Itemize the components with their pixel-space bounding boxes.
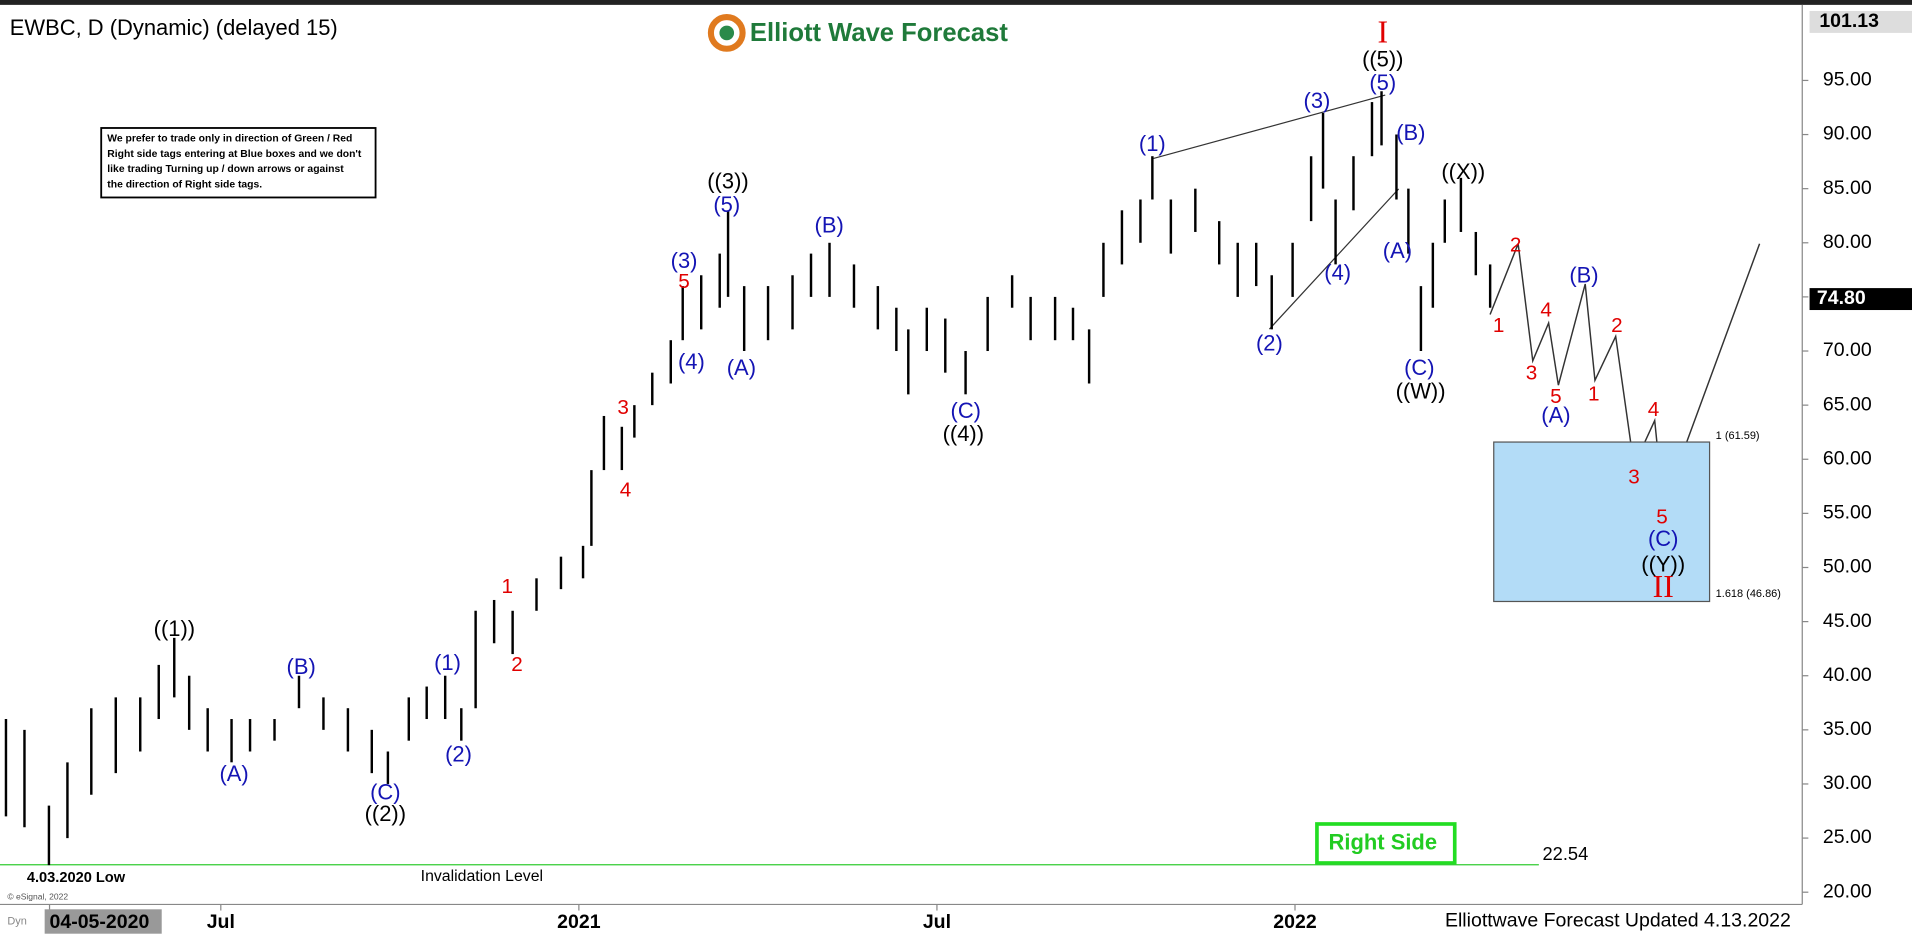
y-tick-label: 35.00 bbox=[1823, 718, 1872, 740]
box-label: 1 (61.59) bbox=[1716, 430, 1760, 442]
chart-title: EWBC, D (Dynamic) (delayed 15) bbox=[10, 15, 338, 40]
y-tick-label: 45.00 bbox=[1823, 610, 1872, 632]
wave-label: (2) bbox=[445, 742, 472, 767]
wave-label: (C) bbox=[1404, 355, 1434, 380]
wave-label: (1) bbox=[434, 650, 461, 675]
note-line: We prefer to trade only in direction of … bbox=[107, 134, 352, 145]
y-tick-label: 40.00 bbox=[1823, 664, 1872, 686]
wave-label: (5) bbox=[1369, 70, 1396, 95]
wave-label: (B) bbox=[1396, 120, 1425, 145]
wave-label: (5) bbox=[713, 192, 740, 217]
logo-icon bbox=[707, 14, 746, 52]
y-tick-label: 70.00 bbox=[1823, 339, 1872, 361]
trendline bbox=[1268, 188, 1400, 330]
wave-label: (3) bbox=[1304, 88, 1331, 113]
x-tick-label: Jul bbox=[207, 911, 235, 933]
wave-label: ((Y)) bbox=[1641, 551, 1685, 576]
invalidation-text: Invalidation Level bbox=[421, 868, 543, 885]
wave-label: (3) bbox=[671, 248, 698, 273]
wave-label: 1 bbox=[1588, 382, 1600, 405]
note-line: the direction of Right side tags. bbox=[107, 179, 262, 190]
y-tick-label: 95.00 bbox=[1823, 69, 1872, 91]
last-price: 74.80 bbox=[1817, 287, 1866, 309]
invalidation-value: 22.54 bbox=[1543, 843, 1589, 864]
note: We prefer to trade only in direction of … bbox=[107, 134, 362, 191]
wave-label: (A) bbox=[727, 355, 756, 380]
y-tick-label: 50.00 bbox=[1823, 556, 1872, 578]
y-tick-label: 85.00 bbox=[1823, 177, 1872, 199]
wave-label: ((5)) bbox=[1362, 47, 1403, 72]
logo-text: Elliott Wave Forecast bbox=[750, 19, 1008, 47]
x-tick-label: 04-05-2020 bbox=[50, 911, 150, 933]
wave-label: 4 bbox=[1540, 298, 1552, 321]
wave-label: 3 bbox=[617, 396, 629, 419]
y-tick-label: 25.00 bbox=[1823, 826, 1872, 848]
right-side-text: Right Side bbox=[1329, 829, 1437, 854]
wave-label: ((1)) bbox=[154, 616, 195, 641]
blue-box bbox=[1493, 441, 1711, 603]
copyright: © eSignal, 2022 bbox=[7, 891, 68, 901]
y-tick-label: 80.00 bbox=[1823, 231, 1872, 253]
x-tick-label: Jul bbox=[923, 911, 951, 933]
wave-label: (2) bbox=[1256, 331, 1283, 356]
high-marker-box bbox=[1809, 10, 1912, 33]
wave-label: (4) bbox=[1324, 260, 1351, 285]
wave-label: II bbox=[1653, 569, 1674, 604]
wave-label: (4) bbox=[678, 349, 705, 374]
x-tick-label: 2021 bbox=[557, 911, 601, 933]
wave-label: 5 bbox=[1550, 385, 1562, 408]
high-marker: 101.13 bbox=[1819, 10, 1879, 32]
box-label: 1.618 (46.86) bbox=[1716, 588, 1781, 600]
wave-label: 3 bbox=[1628, 465, 1640, 488]
last-price-box bbox=[1809, 288, 1912, 311]
note-line: like trading Turning up / down arrows or… bbox=[107, 164, 344, 175]
wave-label: (B) bbox=[287, 654, 316, 679]
x-tick-highlight bbox=[44, 909, 162, 934]
y-tick-label: 60.00 bbox=[1823, 447, 1872, 469]
wave-label: (1) bbox=[1139, 131, 1166, 156]
footer: Elliottwave Forecast Updated 4.13.2022 bbox=[1445, 910, 1791, 932]
x-tick-label: 2022 bbox=[1273, 911, 1317, 933]
right-side-tag bbox=[1315, 822, 1457, 865]
wave-label: ((4)) bbox=[943, 421, 984, 446]
y-tick-label: 65.00 bbox=[1823, 393, 1872, 415]
trendline bbox=[1153, 94, 1386, 160]
y-tick-label: 55.00 bbox=[1823, 502, 1872, 524]
wave-label: 4 bbox=[620, 479, 632, 502]
wave-label: 5 bbox=[1656, 506, 1668, 529]
wave-label: 3 bbox=[1526, 362, 1538, 385]
wave-label: 1 bbox=[501, 575, 513, 598]
wave-label: (A) bbox=[1541, 403, 1570, 428]
top-bar bbox=[0, 0, 1912, 5]
wave-label: ((W)) bbox=[1396, 378, 1446, 403]
wave-label: (A) bbox=[1383, 238, 1412, 263]
wave-label: 2 bbox=[1510, 234, 1522, 257]
wave-label: (C) bbox=[1648, 526, 1678, 551]
note-box bbox=[100, 127, 377, 199]
projection-path bbox=[1489, 243, 1761, 507]
wave-label: 5 bbox=[678, 270, 690, 293]
wave-label: (C) bbox=[951, 398, 981, 423]
wave-label: ((2)) bbox=[365, 801, 406, 826]
y-tick-label: 20.00 bbox=[1823, 880, 1872, 902]
wave-label: 4 bbox=[1648, 398, 1660, 421]
logo-icon bbox=[719, 25, 735, 41]
wave-label: 2 bbox=[1611, 314, 1623, 337]
wave-label: (B) bbox=[1569, 262, 1598, 287]
wave-label: ((3)) bbox=[707, 169, 748, 194]
note-line: Right side tags entering at Blue boxes a… bbox=[107, 149, 362, 160]
y-tick-label: 30.00 bbox=[1823, 772, 1872, 794]
corner-label: Dyn bbox=[7, 915, 27, 927]
wave-label: I bbox=[1378, 15, 1389, 50]
low-label: 4.03.2020 Low bbox=[27, 870, 126, 886]
wave-label: 1 bbox=[1493, 314, 1505, 337]
y-tick-label: 90.00 bbox=[1823, 123, 1872, 145]
wave-label: 2 bbox=[511, 653, 523, 676]
wave-label: (A) bbox=[219, 761, 248, 786]
wave-label: ((X)) bbox=[1441, 159, 1485, 184]
wave-label: (B) bbox=[815, 213, 844, 238]
wave-label: (C) bbox=[370, 779, 400, 804]
